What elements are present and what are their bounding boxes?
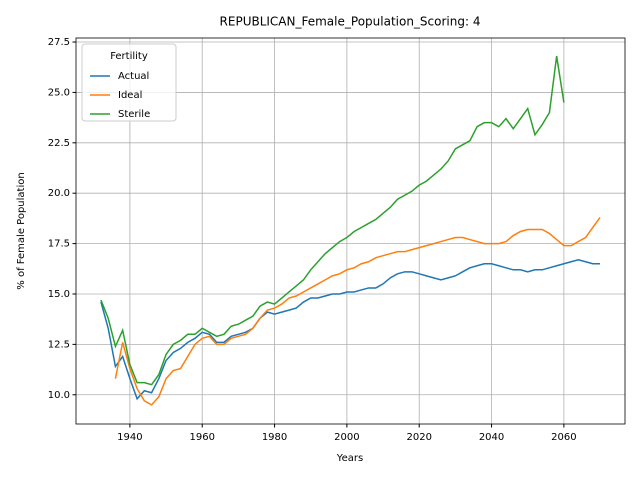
- legend-title: Fertility: [110, 51, 148, 62]
- x-tick-label: 2040: [479, 432, 504, 443]
- y-tick-label: 10.0: [48, 390, 70, 401]
- series-line: [100, 56, 565, 386]
- y-tick-label: 25.0: [48, 87, 70, 98]
- y-tick-label: 20.0: [48, 188, 70, 199]
- y-axis-label: % of Female Population: [16, 172, 27, 289]
- legend-label: Actual: [118, 71, 149, 82]
- series-line: [100, 258, 601, 401]
- y-tick-label: 15.0: [48, 289, 70, 300]
- x-tick-label: 1960: [189, 432, 214, 443]
- y-tick-label: 22.5: [48, 138, 70, 149]
- y-tick-label: 27.5: [48, 37, 70, 48]
- x-axis-label: Years: [336, 453, 363, 464]
- legend-label: Ideal: [118, 90, 142, 101]
- x-tick-label: 1980: [262, 432, 287, 443]
- y-tick-label: 17.5: [48, 239, 70, 250]
- legend-box: [81, 43, 177, 122]
- x-tick-label: 2020: [406, 432, 431, 443]
- series-line: [114, 216, 601, 406]
- x-tick-label: 1940: [117, 432, 142, 443]
- x-tick-label: 2000: [334, 432, 359, 443]
- chart-title: REPUBLICAN_Female_Population_Scoring: 4: [220, 15, 481, 29]
- y-tick-label: 12.5: [48, 339, 70, 350]
- plot-frame: [75, 37, 626, 425]
- x-tick-label: 2060: [551, 432, 576, 443]
- legend-label: Sterile: [118, 109, 150, 120]
